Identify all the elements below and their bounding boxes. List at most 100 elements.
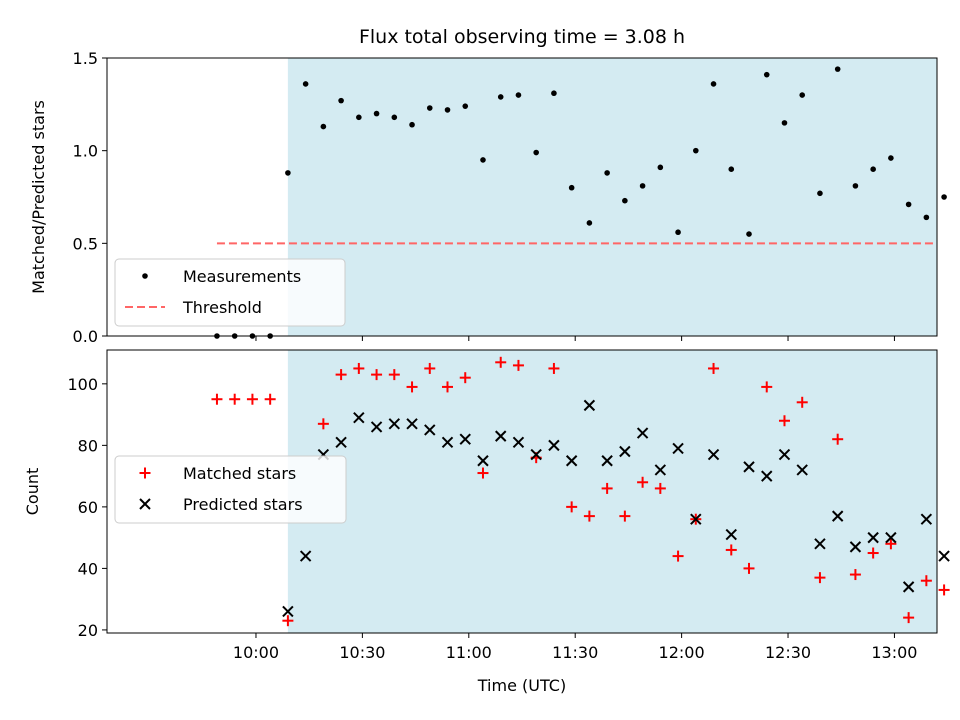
measurement-point [302,81,309,87]
predicted-star-point [867,531,879,544]
predicted-star-point [636,427,649,439]
x-tick-label: 13:00 [871,643,917,662]
legend-marker [142,273,148,279]
x-tick-label: 12:00 [659,643,705,662]
matched-star-point [424,362,436,374]
measurement-point [675,229,681,236]
matched-star-point [211,393,223,405]
legend-label: Threshold [182,298,262,317]
marker-stroke [353,411,365,424]
measurement-point [515,92,522,98]
matched-star-point [637,476,649,488]
marker-stroke [849,541,862,553]
predicted-star-point [672,442,684,455]
marker-stroke [388,418,401,430]
legend: Matched stars Predicted stars [114,455,347,524]
legend-box [114,258,346,327]
y-tick-label: 0.0 [73,327,98,346]
legend-entry: Predicted stars [139,495,303,514]
x-tick-label: 10:30 [339,643,385,662]
marker-stroke [512,436,525,448]
legend-label: Predicted stars [183,495,303,514]
measurement-point [799,92,806,98]
measurement-point [905,201,912,208]
matched-star-point [459,372,471,384]
measurement-point [852,183,859,189]
matched-star-point [495,356,507,368]
legend-entry: Threshold [125,298,262,317]
measurement-point [870,166,876,172]
matched-star-point [353,362,365,374]
measurement-point [746,231,752,237]
measurement-point [888,155,894,161]
marker-stroke [406,418,418,430]
matched-star-point [761,381,773,393]
matched-star-point [903,612,915,624]
legend-entry: Measurements [142,267,301,286]
marker-stroke [654,464,667,476]
marker-stroke [743,461,755,473]
x-tick-label: 11:00 [446,643,492,662]
marker-stroke [778,448,791,461]
measurement-point [693,147,699,154]
x-tick-label: 12:30 [765,643,811,662]
measurement-point [728,166,735,172]
measurement-point [941,194,947,200]
bottom-panel-counts: 20 40 60 80 100 10:00 10:30 11:00 11:30 12:00 12:3… [23,349,950,662]
matched-star-point [512,359,524,371]
marker-stroke [565,455,578,467]
predicted-star-point [282,605,294,618]
y-tick-label: 20 [78,621,98,640]
measurement-point [781,120,788,126]
predicted-star-point [707,448,720,461]
legend-marker [139,498,151,510]
measurement-point [444,107,451,113]
marker-stroke [441,436,454,448]
marker-stroke [530,448,542,461]
matched-star-point [264,393,276,405]
measurement-point [639,183,646,189]
predicted-star-point [654,464,667,476]
predicted-star-point [388,418,401,430]
matched-star-point [566,501,578,513]
marker-stroke [370,421,383,433]
x-tick-label: 10:00 [233,643,279,662]
measurement-point [533,149,539,156]
marker-stroke [814,538,826,550]
marker-stroke [725,528,737,541]
measurement-point [373,110,380,117]
matched-star-point [708,362,720,374]
matched-star-point [282,615,294,627]
measurement-point [622,197,628,204]
predicted-star-point [370,421,383,433]
predicted-star-point [601,455,613,467]
predicted-star-point [565,455,578,467]
marker-stroke [672,442,684,455]
measurement-point [763,71,770,78]
predicted-star-point [459,433,471,445]
legend-label: Matched stars [183,464,296,483]
legend: Measurements Threshold [114,258,346,327]
predicted-star-point [796,464,808,476]
marker-stroke [299,550,312,562]
measurement-point [586,220,593,226]
measurement-point [923,214,930,221]
matched-star-point [832,433,844,445]
measurement-point [710,81,717,87]
measurement-point [409,121,415,128]
marker-stroke [761,470,773,482]
axes-frame [106,349,938,634]
marker-stroke [885,531,897,544]
predicted-star-point [743,461,755,473]
marker-stroke [583,399,596,412]
matched-star-point [548,362,560,374]
y-tick-label: 1.5 [73,49,98,68]
predicted-star-point [690,513,702,525]
matched-star-point [796,396,808,408]
matched-star-point [885,538,897,550]
predicted-star-point [477,455,489,467]
measurement-point [834,66,841,72]
measurement-point [657,164,664,171]
matched-star-point [619,510,631,522]
predicted-star-point [902,581,915,593]
